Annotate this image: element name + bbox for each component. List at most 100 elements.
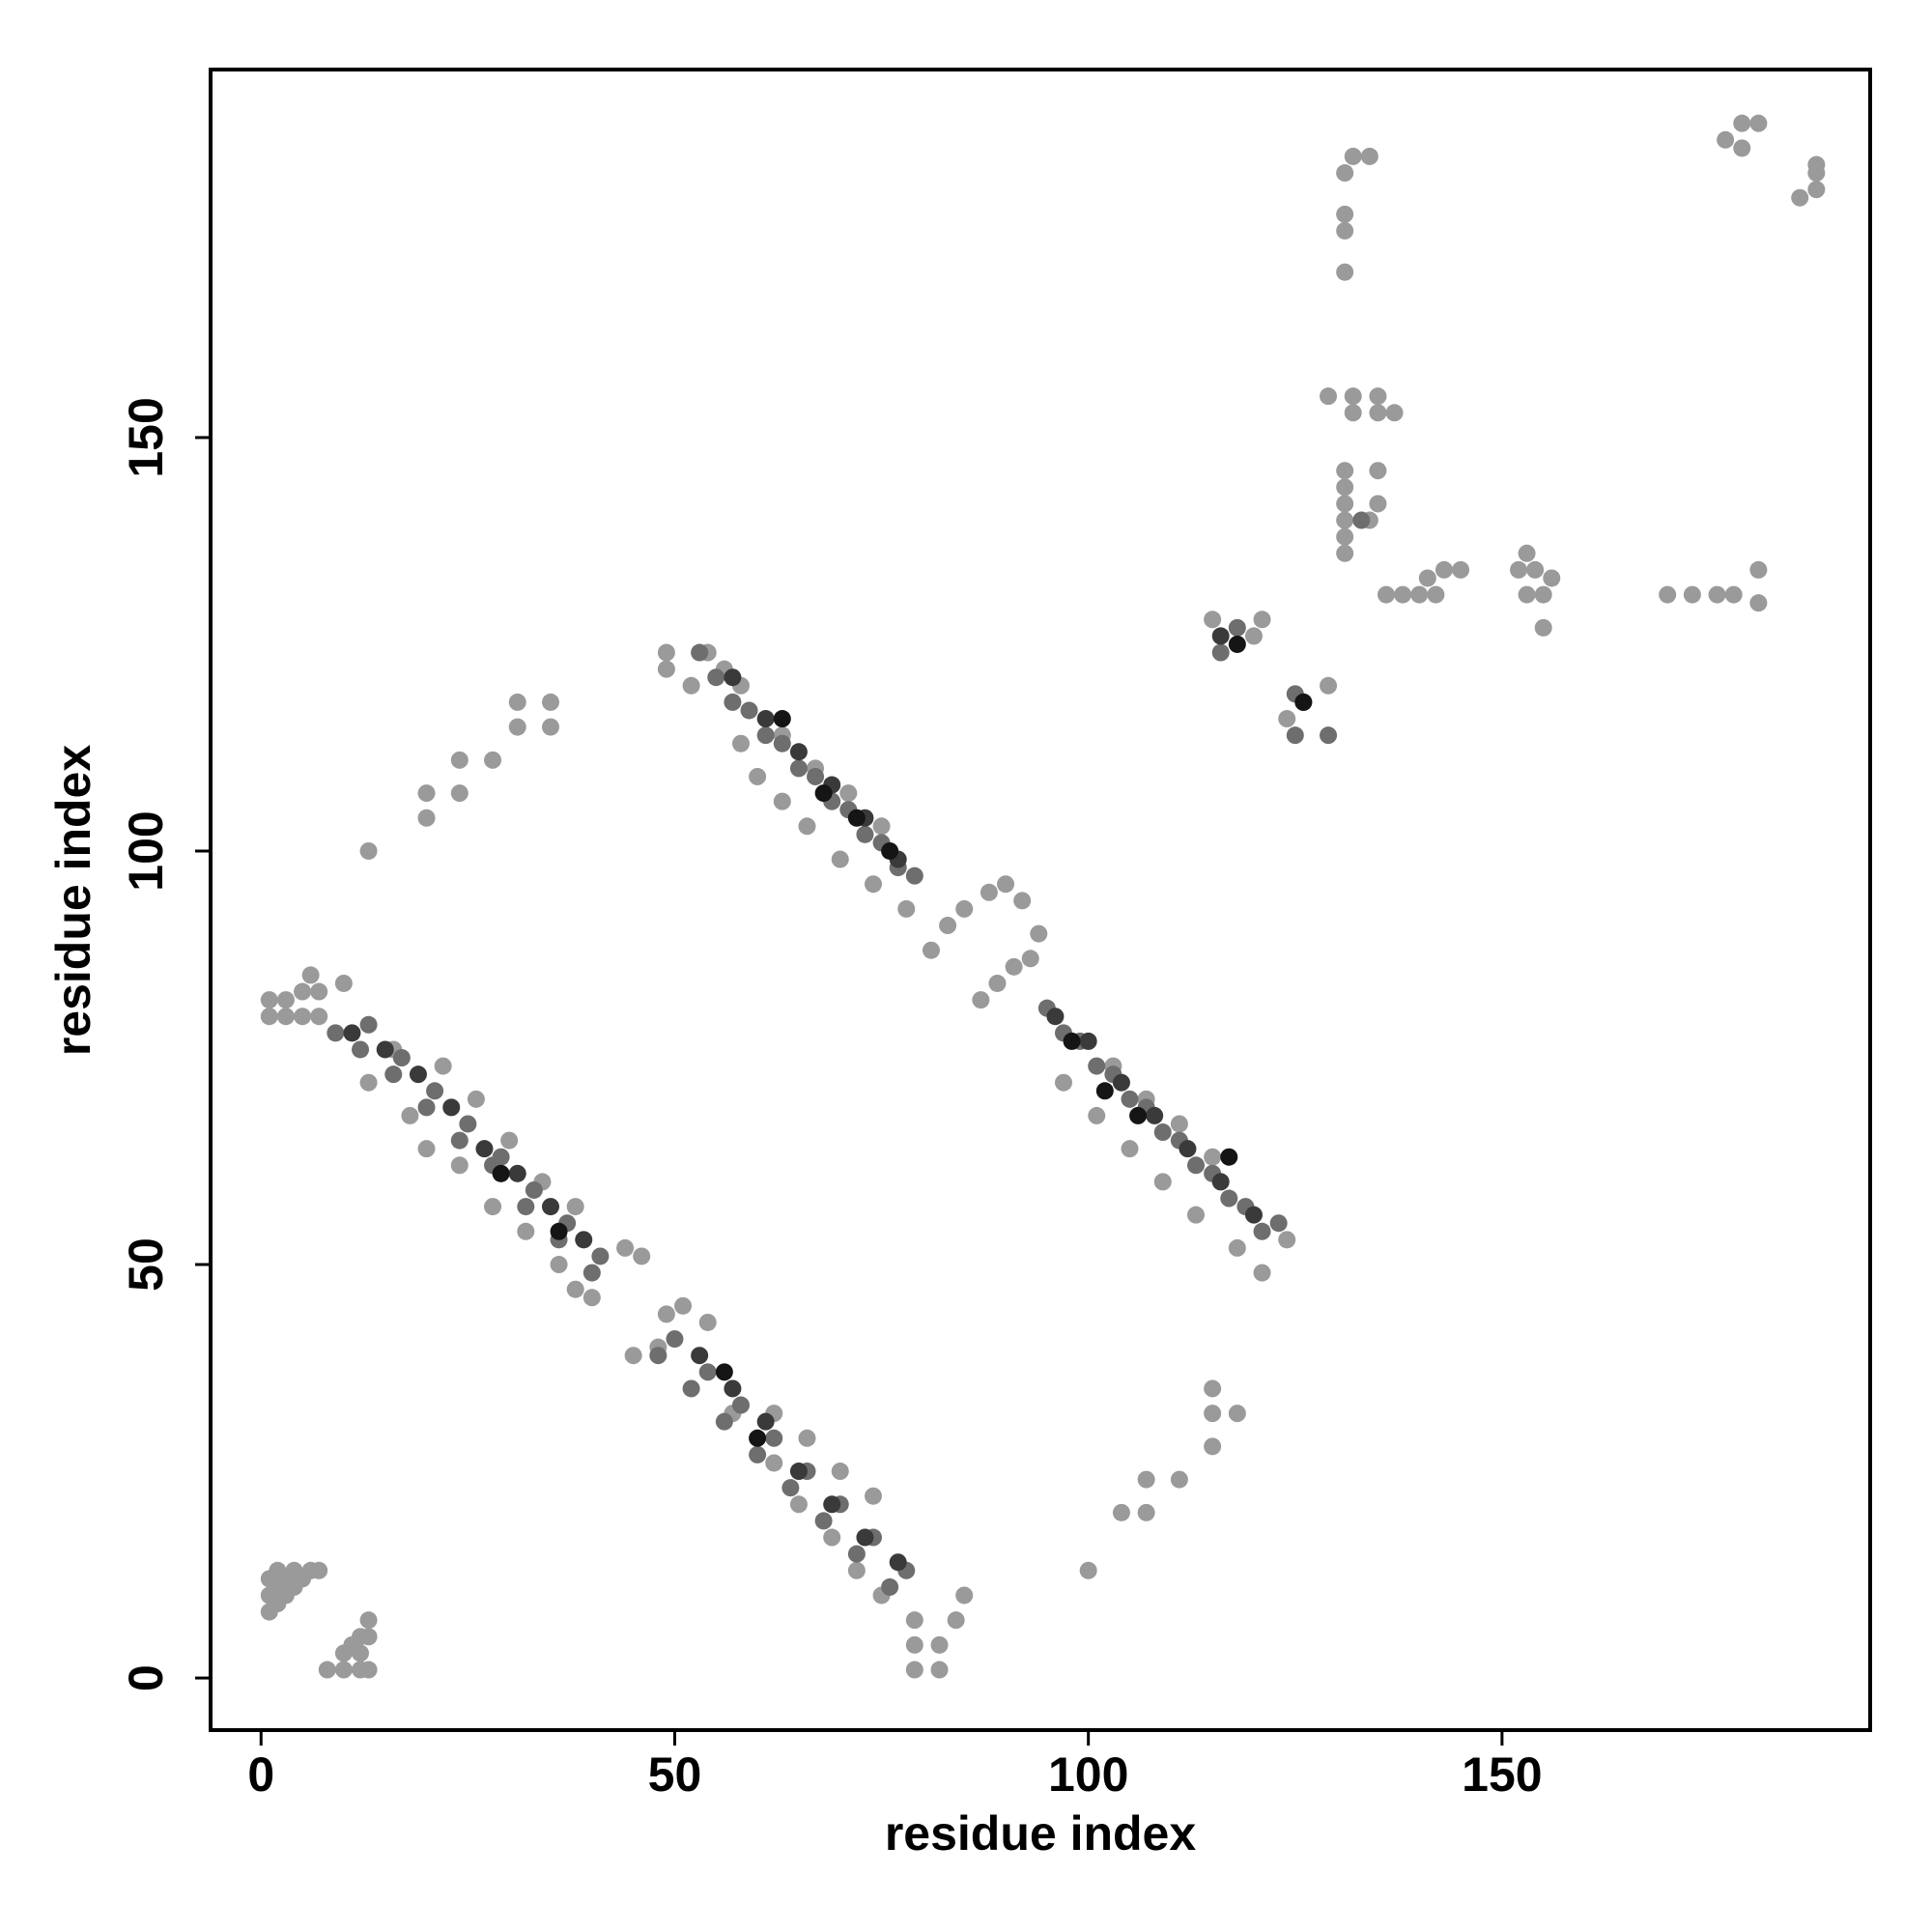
point	[814, 784, 833, 803]
point	[856, 825, 874, 843]
point	[417, 809, 436, 827]
point	[484, 751, 502, 769]
point	[359, 1611, 378, 1630]
point	[550, 1256, 568, 1274]
point	[1146, 1106, 1164, 1124]
point	[666, 1330, 684, 1349]
point	[285, 1561, 303, 1579]
point	[343, 1024, 361, 1042]
point	[508, 1164, 526, 1182]
point	[865, 1487, 883, 1505]
point	[698, 1313, 717, 1331]
point	[1253, 1222, 1271, 1240]
point	[682, 676, 700, 695]
point	[352, 1040, 370, 1059]
point	[905, 1635, 923, 1654]
point	[334, 1661, 353, 1679]
point	[1336, 205, 1354, 223]
point	[657, 1305, 675, 1323]
point	[715, 1363, 733, 1381]
point	[1220, 1148, 1238, 1166]
point	[1170, 1470, 1188, 1489]
point	[1079, 1032, 1097, 1050]
point	[384, 1065, 403, 1084]
y-axis-title: residue index	[46, 745, 100, 1057]
point	[930, 1661, 949, 1679]
point	[1244, 1206, 1263, 1224]
point	[847, 1561, 866, 1579]
x-tick-label: 150	[1462, 1747, 1542, 1802]
point	[1534, 618, 1552, 637]
point	[525, 1180, 543, 1199]
x-tick-label: 0	[247, 1747, 274, 1802]
point	[1253, 1264, 1271, 1282]
point	[1320, 676, 1338, 695]
point	[1394, 585, 1412, 604]
point	[881, 841, 899, 860]
point	[657, 660, 675, 678]
point	[1179, 1140, 1197, 1158]
point	[997, 875, 1015, 894]
point	[1054, 1073, 1072, 1092]
point	[773, 710, 791, 728]
point	[1749, 560, 1768, 579]
point	[1518, 585, 1536, 604]
point	[508, 718, 526, 736]
point	[1418, 569, 1436, 587]
point	[1021, 950, 1039, 968]
point	[1228, 635, 1246, 653]
point	[724, 668, 742, 687]
point	[1228, 1405, 1246, 1423]
point	[1344, 387, 1362, 406]
point	[310, 1008, 328, 1026]
point	[847, 809, 866, 827]
point	[1749, 594, 1768, 612]
point	[327, 1024, 345, 1042]
point	[1352, 511, 1371, 529]
point	[566, 1280, 584, 1298]
point	[789, 759, 808, 778]
point	[376, 1040, 394, 1059]
point	[294, 982, 312, 1001]
point	[442, 1098, 461, 1117]
y-tick-label: 50	[119, 1237, 173, 1292]
point	[781, 1479, 800, 1497]
point	[1807, 181, 1826, 199]
point	[897, 899, 916, 918]
point	[1121, 1090, 1139, 1108]
point	[1336, 495, 1354, 513]
point	[409, 1065, 427, 1084]
point	[1129, 1106, 1148, 1124]
point	[434, 1057, 452, 1075]
point	[1220, 1189, 1238, 1208]
point	[1518, 544, 1536, 562]
point	[847, 1545, 866, 1563]
point	[1079, 1561, 1097, 1579]
point	[1336, 462, 1354, 480]
point	[905, 867, 923, 885]
y-tick-label: 150	[119, 397, 173, 477]
point	[1030, 924, 1048, 943]
point	[939, 917, 957, 935]
point	[318, 1661, 336, 1679]
point	[955, 1586, 974, 1605]
point	[541, 718, 559, 736]
point	[359, 1661, 378, 1679]
point	[972, 991, 990, 1009]
point	[1112, 1503, 1130, 1521]
point	[492, 1164, 510, 1182]
point	[1336, 221, 1354, 240]
point	[1385, 404, 1404, 422]
plot-frame	[209, 68, 1872, 1732]
y-tick-label: 100	[119, 810, 173, 891]
point	[839, 784, 858, 803]
point	[872, 817, 891, 836]
point	[856, 1528, 874, 1547]
point	[1153, 1123, 1172, 1142]
point	[1336, 263, 1354, 281]
point	[1005, 957, 1023, 976]
point	[310, 1561, 328, 1579]
point	[955, 899, 974, 918]
point	[1410, 585, 1429, 604]
